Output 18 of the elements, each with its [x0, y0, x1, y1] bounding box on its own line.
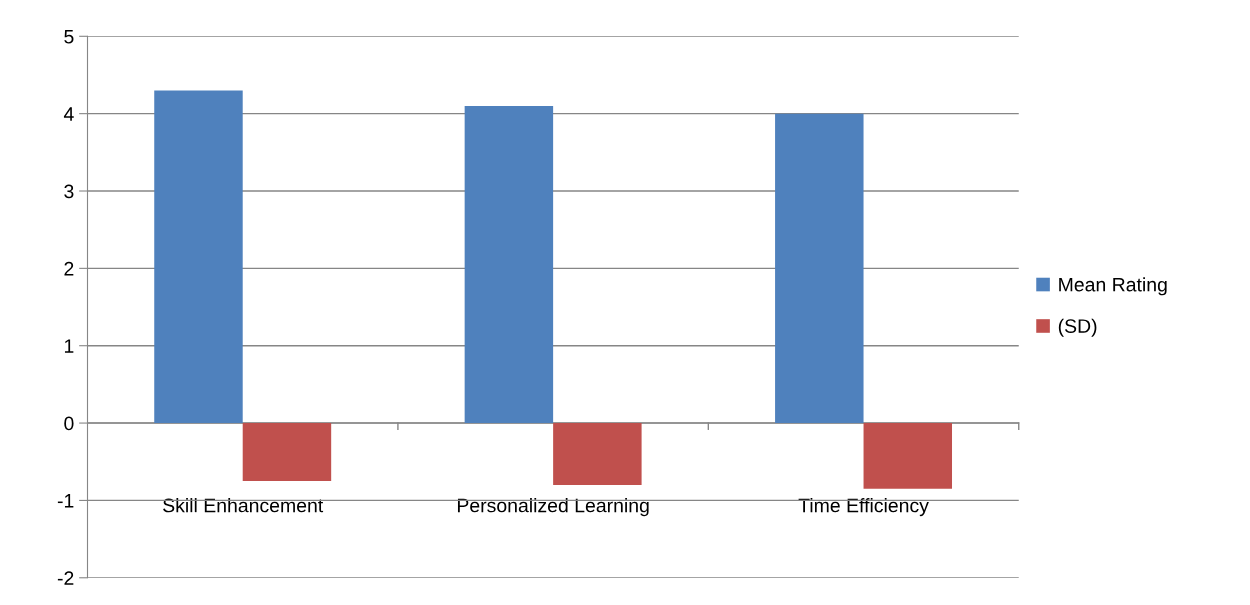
y-tick-label: 5: [64, 29, 74, 44]
legend-label: Mean Rating: [1059, 277, 1167, 296]
y-tick-label: 2: [64, 261, 74, 276]
y-tick-label: -2: [57, 571, 74, 585]
y-tick-label: -1: [57, 494, 74, 508]
y-tick-label: 0: [64, 416, 74, 431]
bar: [154, 90, 243, 424]
y-tick-label: 4: [63, 107, 74, 121]
y-tick-label: 1: [64, 339, 74, 353]
bar: [863, 423, 953, 489]
y-tick-label: 3: [64, 184, 74, 199]
bar: [553, 423, 642, 485]
bar: [242, 423, 332, 482]
x-tick-label: Time Efficiency: [798, 498, 929, 517]
bar: [464, 105, 554, 424]
x-tick-label: Personalized Learning: [457, 498, 649, 517]
bar: [775, 113, 864, 424]
legend-label: (SD): [1058, 318, 1097, 337]
